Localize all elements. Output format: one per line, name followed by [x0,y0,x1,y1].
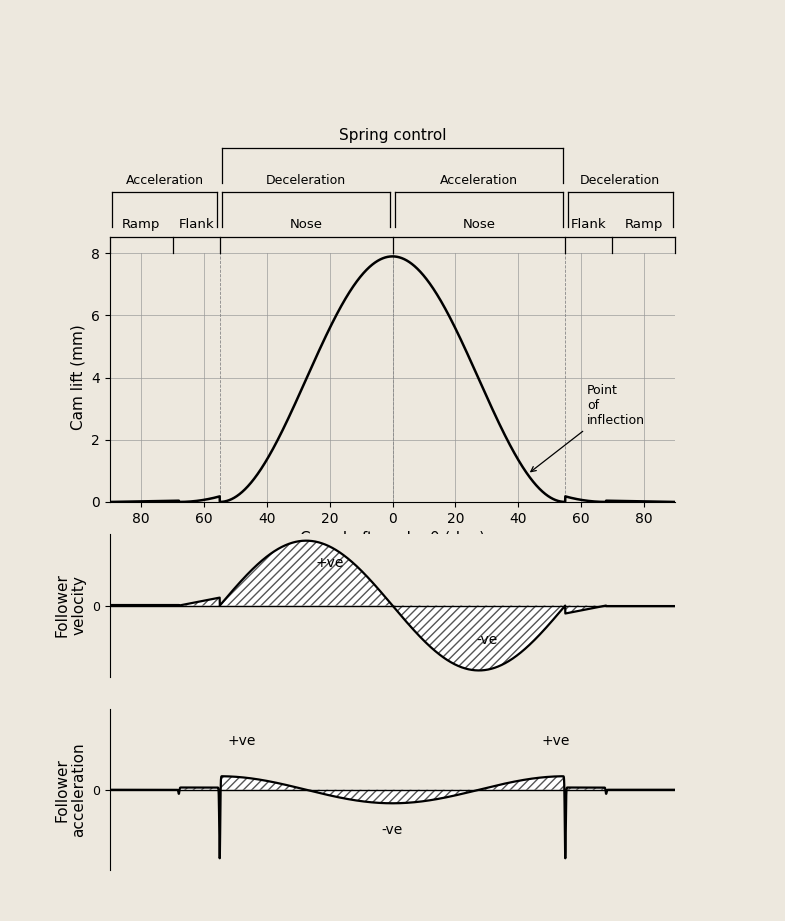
Text: Nose: Nose [290,218,323,231]
Text: Ramp: Ramp [122,218,160,231]
Text: Deceleration: Deceleration [580,174,660,187]
Text: Acceleration: Acceleration [126,174,204,187]
Text: Flank: Flank [571,218,607,231]
Text: Point
of
inflection: Point of inflection [531,384,645,472]
Text: Nose: Nose [462,218,495,231]
X-axis label: Camshaft angle, θ (deg): Camshaft angle, θ (deg) [300,531,485,546]
Y-axis label: Cam lift (mm): Cam lift (mm) [71,325,86,430]
Text: -ve: -ve [382,823,403,837]
Text: +ve: +ve [542,734,570,749]
Text: -ve: -ve [476,634,498,647]
Text: Acceleration: Acceleration [440,174,518,187]
Text: Flank: Flank [178,218,214,231]
Text: Deceleration: Deceleration [266,174,346,187]
Y-axis label: Follower
velocity: Follower velocity [54,574,86,637]
Text: +ve: +ve [228,734,256,749]
Y-axis label: Follower
acceleration: Follower acceleration [54,742,86,837]
Text: Ramp: Ramp [625,218,663,231]
Text: Spring control: Spring control [339,128,446,143]
Text: +ve: +ve [316,555,344,569]
